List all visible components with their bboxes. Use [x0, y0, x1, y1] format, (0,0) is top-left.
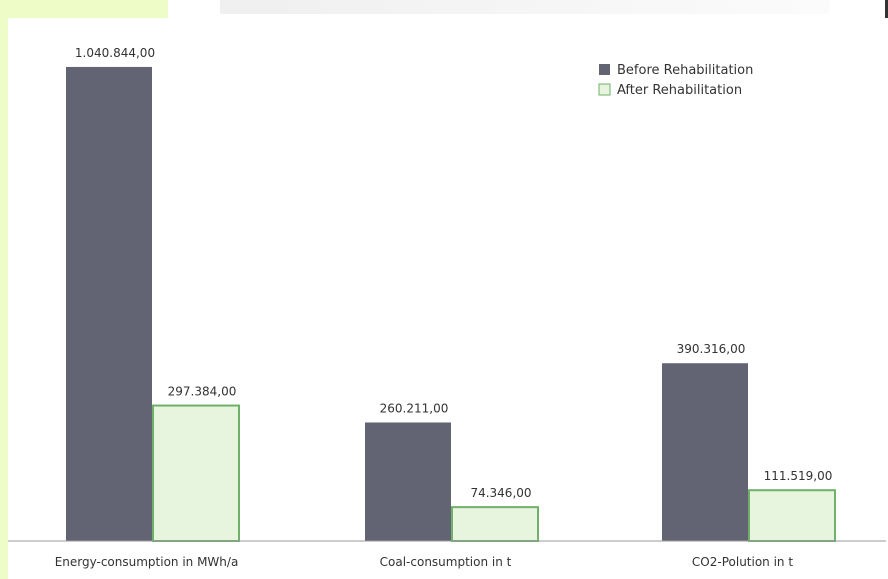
- bar-after-0: [152, 404, 240, 543]
- top-left-accent-tab: [0, 0, 168, 18]
- bars-layer: [66, 66, 836, 543]
- bar-after-2: [748, 489, 836, 542]
- legend-label-after: After Rehabilitation: [617, 83, 742, 98]
- bar-before-1: [365, 422, 451, 541]
- legend-label-before: Before Rehabilitation: [617, 63, 753, 78]
- bar-after-1: [451, 506, 539, 542]
- right-edge-mark: [885, 0, 888, 18]
- bar-before-2: [662, 363, 748, 541]
- legend-swatch-after: [598, 83, 611, 96]
- x-axis-layer: Energy-consumption in MWh/a Coal-consumpt…: [8, 540, 886, 569]
- data-label-before-2: 390.316,00: [677, 342, 746, 356]
- data-label-before-1: 260.211,00: [380, 401, 449, 415]
- x-tick-label-2: CO2-Polution in t: [692, 555, 793, 569]
- legend: Before Rehabilitation After Rehabilitatio…: [598, 63, 753, 98]
- x-tick-label-0: Energy-consumption in MWh/a: [55, 555, 239, 569]
- data-label-after-0: 297.384,00: [168, 385, 237, 399]
- left-accent-strip: [0, 0, 8, 579]
- faded-title-band: [220, 0, 830, 14]
- data-label-after-1: 74.346,00: [470, 486, 531, 500]
- bar-before-0: [66, 66, 152, 541]
- data-label-after-2: 111.519,00: [764, 469, 833, 483]
- x-tick-label-1: Coal-consumption in t: [380, 555, 512, 569]
- data-label-before-0: 1.040.844,00: [75, 46, 155, 60]
- legend-swatch-before: [599, 64, 610, 75]
- value-labels-layer: 1.040.844,00 297.384,00 260.211,00 74.346,0…: [75, 46, 832, 500]
